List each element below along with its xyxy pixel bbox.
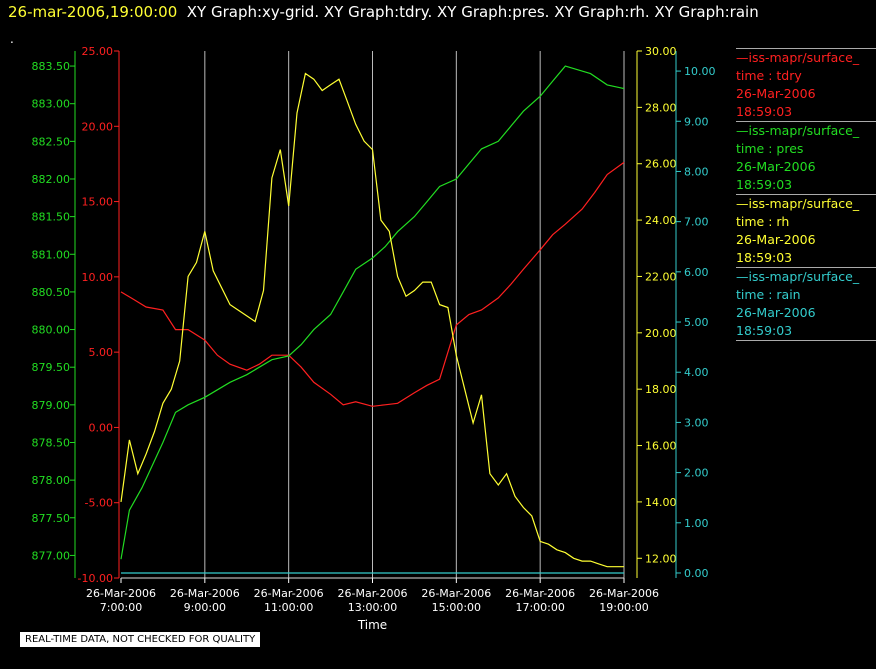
pres-tick-label: 879.00 <box>32 399 71 412</box>
rh-tick-label: 30.00 <box>645 45 677 58</box>
x-tick-label-time: 13:00:00 <box>348 601 397 614</box>
rain-tick-label: 1.00 <box>684 517 709 530</box>
legend-date: 26-Mar-2006 <box>736 86 816 101</box>
legend-time: 18:59:03 <box>736 177 793 192</box>
legend-var: time : tdry <box>736 68 802 83</box>
legend-date: 26-Mar-2006 <box>736 232 816 247</box>
x-tick-label-date: 26-Mar-2006 <box>505 587 575 600</box>
x-tick-label-time: 17:00:00 <box>515 601 564 614</box>
legend-entry-tdry[interactable]: —iss-mapr/surface_time : tdry 26-Mar-2006… <box>736 48 876 121</box>
quality-note: REAL-TIME DATA, NOT CHECKED FOR QUALITY <box>19 631 262 648</box>
rh-tick-label: 22.00 <box>645 270 677 283</box>
tdry-tick-label: -10.00 <box>78 572 113 585</box>
rain-tick-label: 0.00 <box>684 567 709 580</box>
x-tick-label-time: 9:00:00 <box>184 601 226 614</box>
legend-time: 18:59:03 <box>736 104 793 119</box>
tdry-tick-label: -5.00 <box>85 497 113 510</box>
legend-name: —iss-mapr/surface_ <box>736 123 860 138</box>
tdry-tick-label: 25.00 <box>82 45 114 58</box>
rain-tick-label: 7.00 <box>684 216 709 229</box>
rh-tick-label: 28.00 <box>645 101 677 114</box>
legend-date: 26-Mar-2006 <box>736 159 816 174</box>
pres-tick-label: 883.00 <box>32 98 71 111</box>
legend: —iss-mapr/surface_ time : tdry 26-Mar-2006… <box>736 48 876 341</box>
tdry-tick-label: 5.00 <box>89 346 114 359</box>
x-axis-label: Time <box>357 618 387 632</box>
rain-tick-label: 4.00 <box>684 366 709 379</box>
rh-tick-label: 14.00 <box>645 496 677 509</box>
legend-entry-rh[interactable]: —iss-mapr/surface_time : rh 26-Mar-2006 18… <box>736 194 876 267</box>
legend-var: time : pres <box>736 141 804 156</box>
pres-tick-label: 883.50 <box>32 60 71 73</box>
status-marker: . <box>10 32 14 46</box>
x-tick-label-time: 19:00:00 <box>599 601 648 614</box>
x-tick-label-date: 26-Mar-2006 <box>86 587 156 600</box>
tdry-tick-label: 10.00 <box>82 271 114 284</box>
rain-tick-label: 3.00 <box>684 416 709 429</box>
rh-tick-label: 24.00 <box>645 214 677 227</box>
pres-tick-label: 881.50 <box>32 211 71 224</box>
x-tick-label-time: 11:00:00 <box>264 601 313 614</box>
rain-tick-label: 5.00 <box>684 316 709 329</box>
series-line-tdry <box>120 161 625 407</box>
legend-time: 18:59:03 <box>736 250 793 265</box>
rain-tick-label: 2.00 <box>684 467 709 480</box>
pres-tick-label: 878.00 <box>32 474 71 487</box>
rh-tick-label: 18.00 <box>645 383 677 396</box>
x-tick-label-date: 26-Mar-2006 <box>170 587 240 600</box>
rain-tick-label: 9.00 <box>684 115 709 128</box>
legend-entry-pres[interactable]: —iss-mapr/surface_time : pres 26-Mar-2006… <box>736 121 876 194</box>
legend-date: 26-Mar-2006 <box>736 305 816 320</box>
x-tick-label-date: 26-Mar-2006 <box>421 587 491 600</box>
x-tick-label-date: 26-Mar-2006 <box>338 587 408 600</box>
rain-tick-label: 6.00 <box>684 266 709 279</box>
tdry-tick-label: 20.00 <box>82 120 114 133</box>
tdry-tick-label: 15.00 <box>82 196 114 209</box>
pres-tick-label: 878.50 <box>32 436 71 449</box>
pres-tick-label: 877.00 <box>32 549 71 562</box>
legend-name: —iss-mapr/surface_ <box>736 196 860 211</box>
rain-tick-label: 10.00 <box>684 65 716 78</box>
pres-tick-label: 882.00 <box>32 173 71 186</box>
legend-name: —iss-mapr/surface_ <box>736 50 860 65</box>
legend-name: —iss-mapr/surface_ <box>736 269 860 284</box>
rh-tick-label: 20.00 <box>645 327 677 340</box>
pres-tick-label: 877.50 <box>32 512 71 525</box>
legend-var: time : rh <box>736 214 790 229</box>
rh-tick-label: 16.00 <box>645 440 677 453</box>
x-tick-label-date: 26-Mar-2006 <box>254 587 324 600</box>
legend-time: 18:59:03 <box>736 323 793 338</box>
legend-entry-rain[interactable]: —iss-mapr/surface_time : rain 26-Mar-2006… <box>736 267 876 341</box>
x-tick-label-time: 7:00:00 <box>100 601 142 614</box>
x-tick-label-date: 26-Mar-2006 <box>589 587 659 600</box>
legend-var: time : rain <box>736 287 801 302</box>
pres-tick-label: 880.50 <box>32 286 71 299</box>
tdry-tick-label: 0.00 <box>89 421 114 434</box>
series-line-rh <box>120 72 624 568</box>
rh-tick-label: 26.00 <box>645 158 677 171</box>
pres-tick-label: 882.50 <box>32 135 71 148</box>
timestamp: 26-mar-2006,19:00:00 <box>8 3 178 21</box>
pres-tick-label: 881.00 <box>32 248 71 261</box>
pres-tick-label: 880.00 <box>32 324 71 337</box>
x-tick-label-time: 15:00:00 <box>432 601 481 614</box>
pres-tick-label: 879.50 <box>32 361 71 374</box>
series-line-pres <box>120 65 625 560</box>
rain-tick-label: 8.00 <box>684 165 709 178</box>
window-title-bar: 26-mar-2006,19:00:00 XY Graph:xy-grid. X… <box>8 3 759 21</box>
graph-tabs[interactable]: XY Graph:xy-grid. XY Graph:tdry. XY Grap… <box>186 3 759 21</box>
rh-tick-label: 12.00 <box>645 552 677 565</box>
